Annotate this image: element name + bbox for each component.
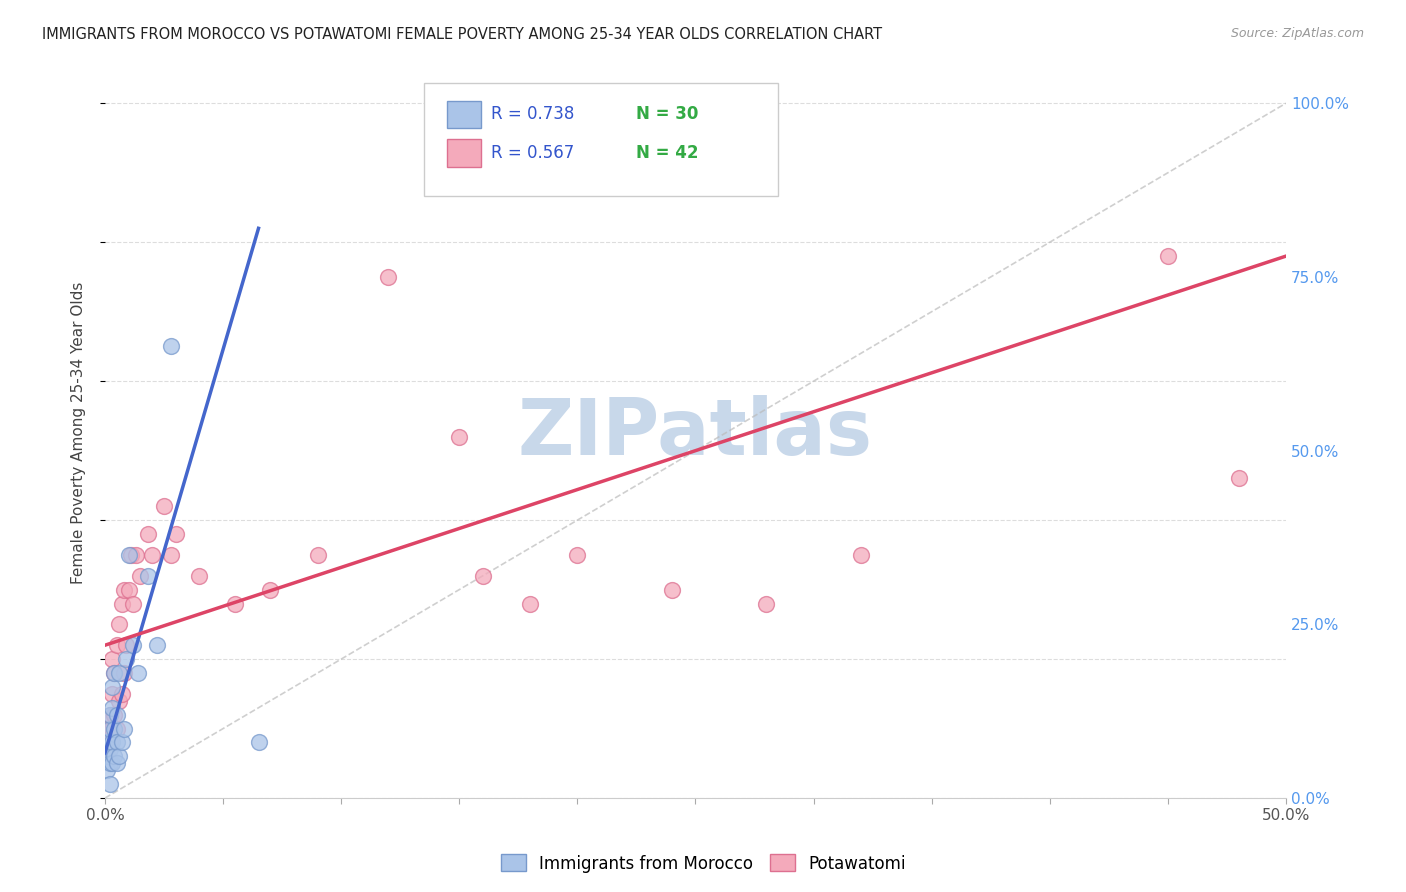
Point: [110, 687, 132, 701]
Point: [103, 749, 125, 764]
Point: [103, 665, 125, 680]
Point: [108, 694, 131, 708]
Point: [96, 749, 118, 764]
Point: [98, 756, 121, 771]
Point: [110, 597, 132, 611]
Point: [101, 652, 124, 666]
Point: [125, 548, 148, 562]
Point: [120, 548, 142, 562]
Point: [98, 777, 121, 791]
Point: [98, 742, 121, 756]
Point: [115, 638, 138, 652]
Point: [449, 430, 471, 444]
Point: [136, 527, 159, 541]
Point: [247, 735, 270, 749]
Text: ZIPatlas: ZIPatlas: [517, 395, 873, 471]
Point: [567, 548, 589, 562]
Text: R = 0.567: R = 0.567: [491, 145, 575, 162]
Point: [101, 687, 124, 701]
Point: [160, 548, 183, 562]
Point: [105, 735, 128, 749]
Point: [112, 582, 135, 597]
Point: [103, 707, 125, 722]
Point: [110, 735, 132, 749]
Point: [661, 582, 683, 597]
Point: [105, 756, 128, 771]
Point: [146, 638, 169, 652]
Point: [96, 749, 118, 764]
Legend: Immigrants from Morocco, Potawatomi: Immigrants from Morocco, Potawatomi: [494, 847, 912, 880]
Point: [849, 548, 872, 562]
Point: [103, 722, 125, 736]
Point: [103, 665, 125, 680]
Point: [96, 764, 118, 778]
Point: [101, 680, 124, 694]
Point: [129, 568, 152, 582]
Point: [127, 665, 149, 680]
Point: [1157, 249, 1180, 263]
Point: [136, 568, 159, 582]
Point: [96, 722, 118, 736]
Point: [117, 548, 139, 562]
Point: [377, 269, 399, 284]
Point: [122, 597, 145, 611]
Point: [519, 597, 541, 611]
Point: [105, 638, 128, 652]
FancyBboxPatch shape: [423, 83, 778, 196]
Point: [165, 527, 187, 541]
Text: Source: ZipAtlas.com: Source: ZipAtlas.com: [1230, 27, 1364, 40]
Point: [101, 756, 124, 771]
Point: [259, 582, 281, 597]
Point: [108, 749, 131, 764]
Point: [122, 638, 145, 652]
Point: [307, 548, 329, 562]
Point: [141, 548, 163, 562]
Point: [108, 665, 131, 680]
Point: [105, 722, 128, 736]
Point: [224, 597, 246, 611]
Point: [98, 735, 121, 749]
Point: [188, 568, 211, 582]
Point: [160, 339, 183, 353]
Point: [98, 707, 121, 722]
Text: IMMIGRANTS FROM MOROCCO VS POTAWATOMI FEMALE POVERTY AMONG 25-34 YEAR OLDS CORRE: IMMIGRANTS FROM MOROCCO VS POTAWATOMI FE…: [42, 27, 883, 42]
Point: [101, 700, 124, 714]
Point: [105, 707, 128, 722]
Point: [1227, 471, 1250, 485]
Point: [101, 722, 124, 736]
Point: [98, 707, 121, 722]
Point: [153, 500, 176, 514]
Y-axis label: Female Poverty Among 25-34 Year Olds: Female Poverty Among 25-34 Year Olds: [72, 282, 86, 584]
FancyBboxPatch shape: [447, 101, 481, 128]
Point: [471, 568, 494, 582]
Point: [117, 582, 139, 597]
FancyBboxPatch shape: [447, 139, 481, 167]
Point: [108, 617, 131, 632]
Point: [98, 722, 121, 736]
Point: [112, 722, 135, 736]
Text: R = 0.738: R = 0.738: [491, 105, 575, 123]
Text: N = 30: N = 30: [637, 105, 699, 123]
Point: [115, 652, 138, 666]
Text: N = 42: N = 42: [637, 145, 699, 162]
Point: [96, 735, 118, 749]
Point: [112, 665, 135, 680]
Point: [755, 597, 778, 611]
Point: [101, 735, 124, 749]
